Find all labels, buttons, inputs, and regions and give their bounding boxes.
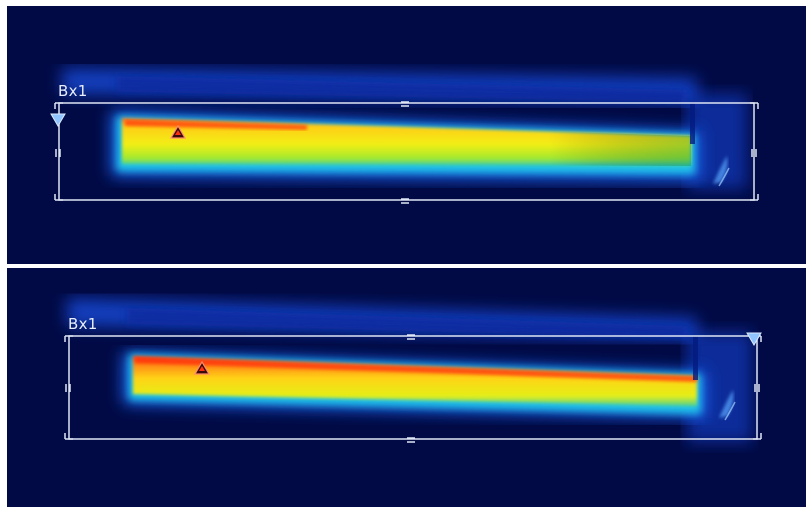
measurement-box-bx1-top[interactable] <box>54 101 759 204</box>
cold-spot-marker-top <box>50 113 66 127</box>
thermal-frame-bottom: Bx1 <box>7 268 806 507</box>
cold-spot-marker-bottom <box>746 332 762 346</box>
thermal-image-top <box>50 68 759 204</box>
box-label-top: Bx1 <box>58 82 88 100</box>
thermal-frame-top: Bx1 <box>7 6 806 264</box>
box-label-bottom: Bx1 <box>68 315 98 333</box>
thermal-image-bottom <box>64 298 762 443</box>
measurement-box-bx1-bottom[interactable] <box>64 334 762 443</box>
